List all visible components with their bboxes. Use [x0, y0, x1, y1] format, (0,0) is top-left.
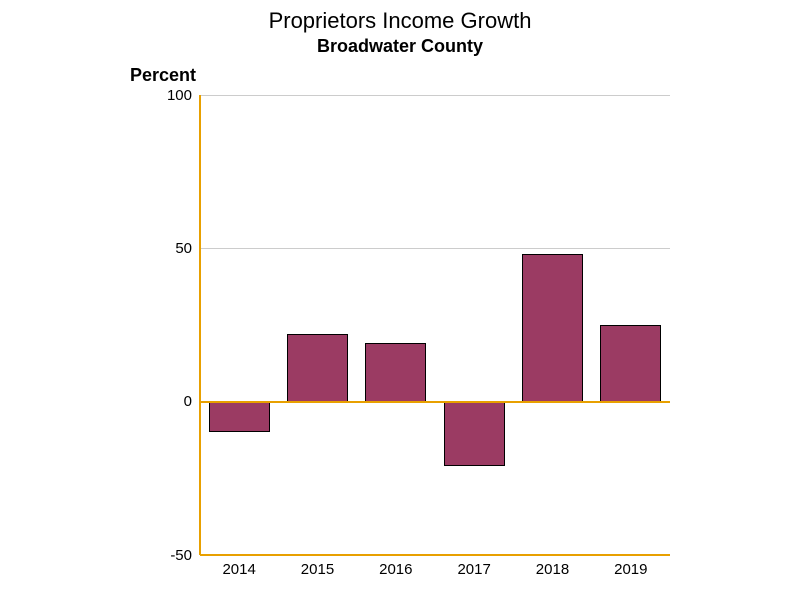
x-tick-label: 2017	[435, 561, 513, 578]
x-tick-label: 2016	[357, 561, 435, 578]
y-axis-label: Percent	[130, 65, 196, 86]
y-axis-line	[199, 95, 201, 555]
chart-subtitle: Broadwater County	[0, 36, 800, 57]
y-tick-label: 0	[184, 393, 192, 410]
bar	[209, 402, 270, 433]
x-tick-label: 2015	[278, 561, 356, 578]
gridline	[200, 95, 670, 96]
x-tick-label: 2014	[200, 561, 278, 578]
chart-title: Proprietors Income Growth	[0, 8, 800, 34]
bar	[444, 402, 505, 466]
y-tick-label: -50	[170, 547, 192, 564]
y-tick-label: 100	[167, 87, 192, 104]
y-tick-label: 50	[175, 240, 192, 257]
gridline	[200, 248, 670, 249]
bar	[522, 254, 583, 401]
x-axis-line	[200, 554, 670, 556]
bar	[365, 343, 426, 401]
plot-area	[200, 95, 670, 555]
bar	[600, 325, 661, 402]
x-tick-label: 2018	[513, 561, 591, 578]
bar	[287, 334, 348, 401]
chart-container: Proprietors Income Growth Broadwater Cou…	[0, 0, 800, 600]
x-tick-label: 2019	[592, 561, 670, 578]
zero-line	[200, 401, 670, 403]
